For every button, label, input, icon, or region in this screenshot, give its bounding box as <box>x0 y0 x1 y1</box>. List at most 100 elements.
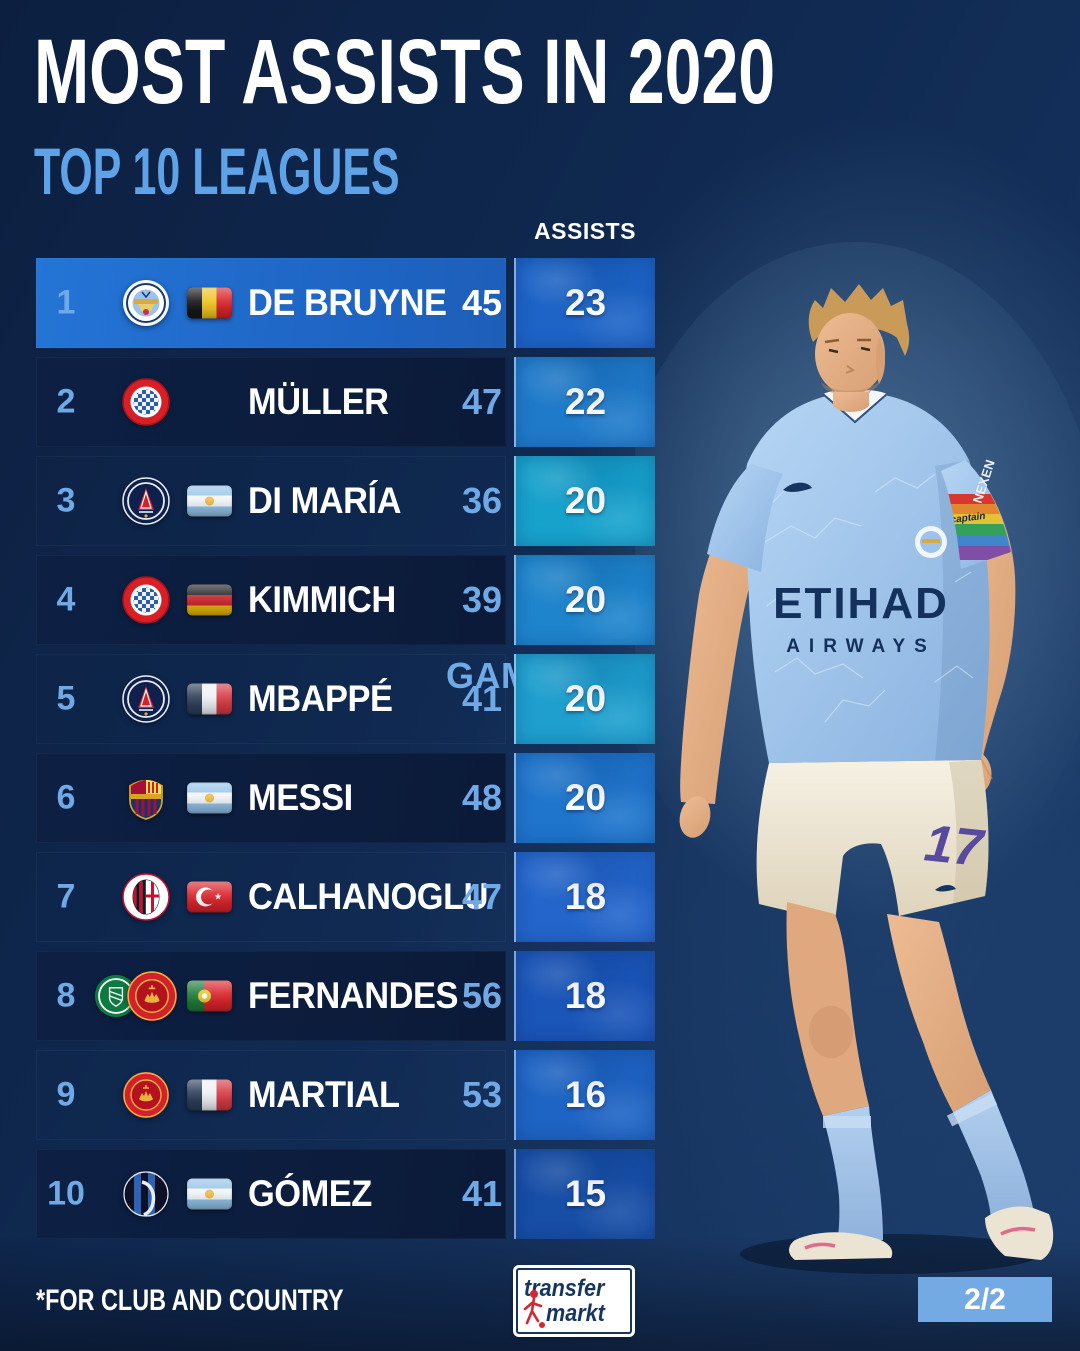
games-value: 48 <box>461 777 503 818</box>
games-value: 56 <box>461 975 503 1016</box>
assists-cell: 18 <box>514 852 655 942</box>
flag-portugal-icon <box>187 980 232 1012</box>
flag-france-icon <box>187 1079 232 1111</box>
assists-value: 18 <box>564 876 607 917</box>
player-name: KIMMICH <box>248 579 396 620</box>
page-indicator-text: 2/2 <box>964 1282 1006 1316</box>
rank-value: 7 <box>56 877 76 916</box>
assists-value: 18 <box>564 975 607 1016</box>
column-header-assists: ASSISTS <box>534 218 636 244</box>
shorts-number-text: 17 <box>922 814 988 878</box>
player-name: MARTIAL <box>248 1074 400 1115</box>
assists-cell: 20 <box>514 555 655 645</box>
page-indicator-badge: 2/2 <box>918 1277 1052 1322</box>
table-row: 2 MÜLLER 47 22 <box>36 357 658 447</box>
table-row: 5 MBAPPÉ 41 20 <box>36 654 658 744</box>
games-value: 53 <box>461 1074 503 1115</box>
player-name: CALHANOGLU <box>248 876 489 917</box>
rank-value: 9 <box>56 1075 76 1114</box>
club-badge-bayern-munich-icon <box>122 378 170 426</box>
flag-argentina-icon <box>187 1178 232 1210</box>
rank-value: 4 <box>56 580 76 619</box>
assists-value: 23 <box>564 282 607 323</box>
armband-captain-text: captain <box>950 511 986 526</box>
table-row: 9 MARTIAL 53 16 <box>36 1050 658 1140</box>
page-subtitle: TOP 10 LEAGUES <box>34 134 400 208</box>
assists-value: 16 <box>564 1074 607 1115</box>
assists-value: 20 <box>564 777 607 818</box>
player-illustration: captain NEXEN ETIHAD AIRWAYS <box>635 242 1080 1274</box>
games-value: 47 <box>461 381 503 422</box>
logo-kicker-figure-icon <box>523 1290 545 1328</box>
assists-value: 20 <box>564 579 607 620</box>
rank-value: 6 <box>56 778 76 817</box>
rank-value: 8 <box>56 976 76 1015</box>
club-badge-sporting-cp-icon <box>94 974 138 1018</box>
footnote: *FOR CLUB AND COUNTRY <box>36 1284 344 1317</box>
games-value: 45 <box>461 282 503 323</box>
assists-cell: 20 <box>514 753 655 843</box>
table-row: 7 ★ CALHANOGLU 47 18 <box>36 852 658 942</box>
club-crest-icon <box>915 526 947 558</box>
table-row: 1 DE BRUYNE 45 23 <box>36 258 658 348</box>
rank-value: 2 <box>56 382 76 421</box>
logo-text-line2: markt <box>546 1300 605 1327</box>
flag-germany-icon <box>187 584 232 616</box>
table-row: 4 KIMMICH 39 20 <box>36 555 658 645</box>
rank-value: 10 <box>47 1174 85 1213</box>
transfermarkt-logo: transfer markt <box>516 1268 632 1334</box>
table-row: 6 MESSI 48 20 <box>36 753 658 843</box>
assists-cell: 20 <box>514 654 655 744</box>
club-badge-manchester-united-icon <box>122 1071 170 1119</box>
flag-france-icon <box>187 683 232 715</box>
games-value: 41 <box>461 678 503 719</box>
assists-cell: 16 <box>514 1050 655 1140</box>
assists-cell: 23 <box>514 258 655 348</box>
assists-cell: 22 <box>514 357 655 447</box>
player-head <box>808 284 910 412</box>
club-badge-manchester-city-icon <box>122 279 170 327</box>
assists-cell: 15 <box>514 1149 655 1239</box>
club-badge-manchester-united-icon <box>126 970 178 1022</box>
club-badge-ac-milan-icon <box>122 873 170 921</box>
player-photo: captain NEXEN ETIHAD AIRWAYS <box>635 242 1080 1282</box>
ranking-table: 1 DE BRUYNE 45 23 2 MÜLLER 47 22 <box>36 258 658 1248</box>
assists-value: 20 <box>564 678 607 719</box>
rainbow-captain-armband: captain <box>941 494 1011 560</box>
assists-value: 15 <box>564 1173 607 1214</box>
club-badge-bayern-munich-icon <box>122 576 170 624</box>
club-badge-psg-icon <box>122 675 170 723</box>
player-name: FERNANDES <box>248 975 458 1016</box>
shirt-sponsor-text: ETIHAD <box>773 579 949 628</box>
page-title: MOST ASSISTS IN 2020 <box>34 21 776 123</box>
club-badge-psg-icon <box>122 477 170 525</box>
player-name: MESSI <box>248 777 353 818</box>
assists-value: 20 <box>564 480 607 521</box>
player-name: GÓMEZ <box>248 1173 372 1214</box>
flag-belgium-icon <box>187 287 232 319</box>
assists-cell: 20 <box>514 456 655 546</box>
rank-value: 3 <box>56 481 76 520</box>
flag-argentina-icon <box>187 485 232 517</box>
assists-value: 22 <box>564 381 607 422</box>
assists-cell: 18 <box>514 951 655 1041</box>
games-value: 36 <box>461 480 503 521</box>
player-name: DI MARÍA <box>248 480 402 521</box>
table-row: 10 GÓMEZ 41 15 <box>36 1149 658 1239</box>
flag-turkey-icon: ★ <box>187 881 232 913</box>
games-value: 47 <box>461 876 503 917</box>
table-row: 8 FERNANDES 56 18 <box>36 951 658 1041</box>
player-shorts: 17 <box>756 760 989 922</box>
rank-value: 1 <box>56 283 76 322</box>
table-row: 3 DI MARÍA 36 20 <box>36 456 658 546</box>
player-name: DE BRUYNE <box>248 282 447 323</box>
logo-text-line1: transfer <box>524 1275 605 1302</box>
club-badge-atalanta-icon <box>122 1170 170 1218</box>
puma-logo-icon <box>783 482 812 492</box>
flag-argentina-icon <box>187 782 232 814</box>
games-value: 39 <box>461 579 503 620</box>
games-value: 41 <box>461 1173 503 1214</box>
player-name: MBAPPÉ <box>248 678 393 719</box>
player-name: MÜLLER <box>248 381 389 422</box>
